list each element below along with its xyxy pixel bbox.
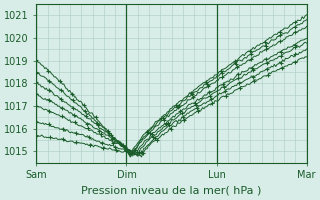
X-axis label: Pression niveau de la mer( hPa ): Pression niveau de la mer( hPa ) (81, 186, 262, 196)
